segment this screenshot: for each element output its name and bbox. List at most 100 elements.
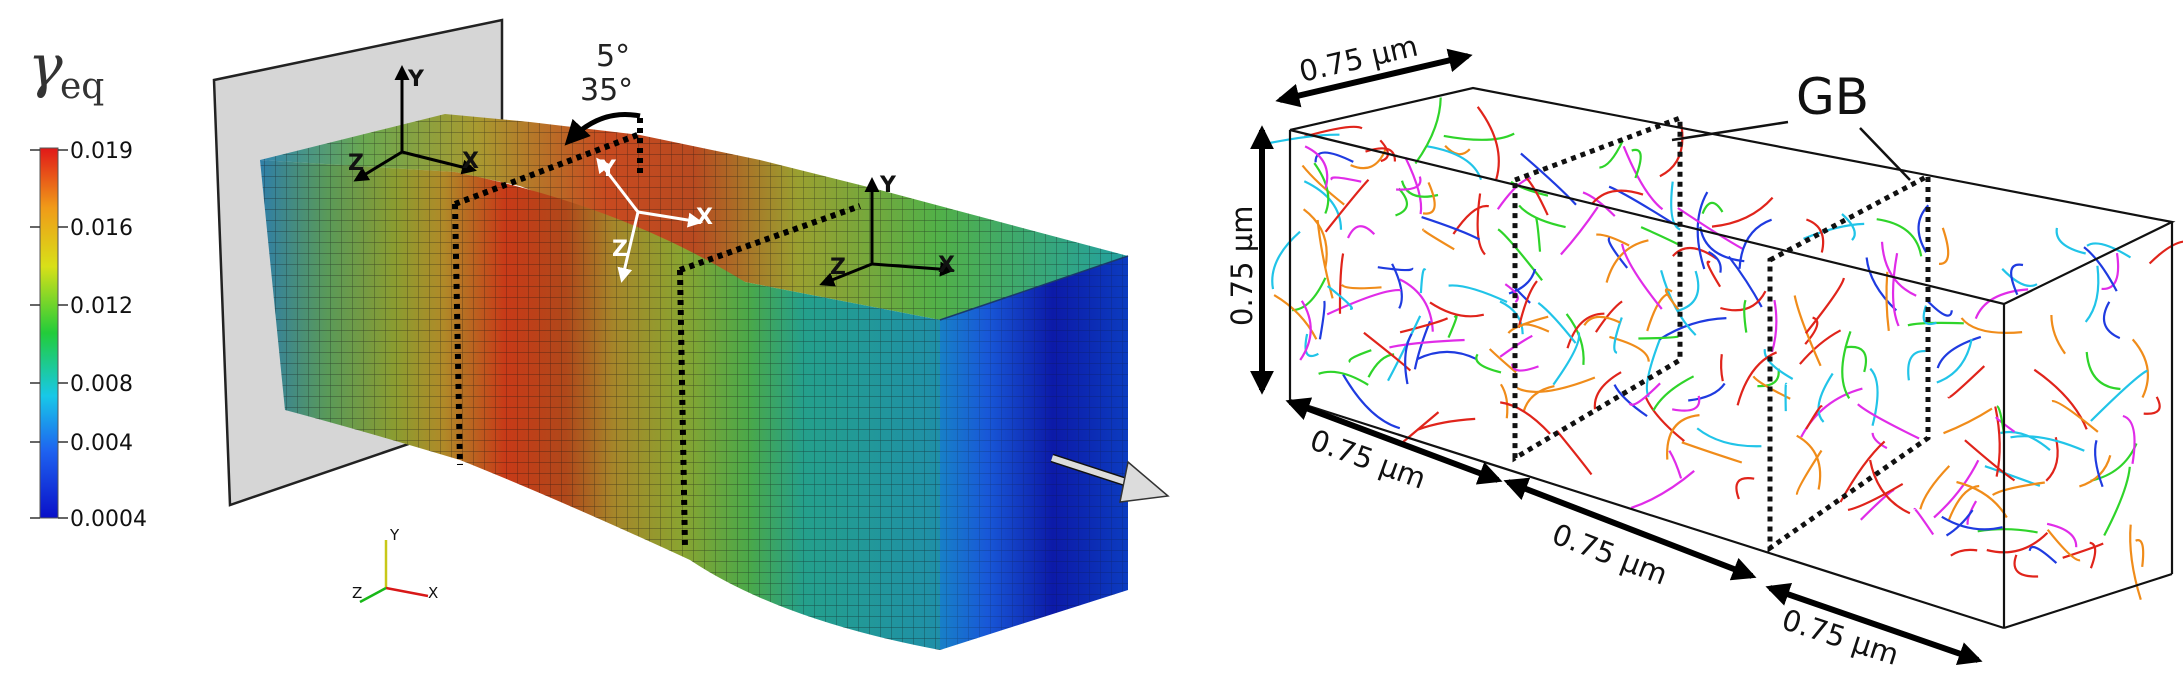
gb-planes — [1512, 114, 1931, 553]
dislocation-line — [1947, 365, 1986, 399]
dislocation-line — [2055, 227, 2086, 255]
dislocation-line — [1448, 284, 1508, 303]
dislocation-line — [1681, 441, 1743, 464]
dislocation-line — [1314, 151, 1354, 163]
dislocation-line — [1516, 376, 1596, 393]
dislocation-line — [2046, 522, 2078, 548]
dislocation-line — [1658, 317, 1727, 341]
dislocation-line — [1926, 300, 1953, 317]
dislocation-line — [1986, 532, 2049, 554]
dislocation-line — [1326, 285, 1353, 310]
dislocation-line — [1743, 299, 1748, 333]
frame-middle-label-y: Y — [599, 157, 617, 182]
dislocation-line — [1995, 416, 2016, 433]
dislocation-line — [1535, 217, 1542, 252]
dislocation-line — [1735, 477, 1755, 500]
dislocation-line — [1796, 434, 1822, 490]
dislocation-line — [1421, 216, 1481, 241]
dislocation-line — [2135, 539, 2145, 568]
dislocation-line — [1324, 179, 1370, 233]
dislocation-line — [2143, 396, 2161, 415]
dislocation-line — [2050, 314, 2066, 355]
dislocation-line — [1706, 260, 1722, 288]
dislocation-line — [1621, 243, 1663, 310]
dislocation-line — [1607, 236, 1629, 269]
dislocation-line — [1984, 465, 2041, 487]
dislocation-line — [1346, 225, 1376, 239]
dislocation-line — [1416, 350, 1478, 361]
dislocation-line — [1444, 145, 1471, 156]
frame-left-label-y: Y — [407, 67, 425, 92]
dislocation-line — [1645, 337, 1662, 398]
dislocation-line — [1960, 317, 2023, 334]
dislocation-line — [1860, 488, 1895, 521]
dislocation-line — [1519, 323, 1550, 333]
dislocation-line — [1891, 253, 1900, 327]
dislocation-line — [1707, 250, 1722, 273]
dislocation-line — [1994, 406, 2001, 477]
dislocation-line — [1628, 382, 1661, 406]
dislocation-line — [1770, 299, 1778, 353]
dislocation-line — [1736, 351, 1778, 406]
dislocation-line — [1696, 191, 1709, 270]
dislocation-line — [1591, 189, 1644, 205]
dislocation-line — [1804, 277, 1845, 334]
dislocation-line — [2089, 541, 2097, 569]
dislocation-line — [1672, 395, 1701, 412]
dislocation-line — [1943, 407, 1993, 435]
colorbar-tick-label: 0.0004 — [70, 507, 147, 532]
dislocation-line — [1950, 548, 1978, 557]
rotation-arrow — [564, 111, 641, 146]
dislocation-line — [1517, 280, 1538, 329]
dislocation-line — [1795, 449, 1823, 495]
dislocation-line — [1922, 305, 1937, 326]
dislocation-line — [1885, 271, 1890, 332]
dislocation-line — [1727, 255, 1763, 308]
dislocation-line — [1447, 314, 1458, 339]
dislocation-line — [1399, 317, 1449, 334]
dislocation-line — [1556, 430, 1593, 476]
dislocation-line — [1363, 331, 1412, 372]
dislocation-line — [1537, 302, 1577, 344]
dislocation-line — [1869, 459, 1911, 515]
dislocation-line — [1876, 218, 1923, 257]
dislocation-line — [1945, 509, 1974, 537]
dislocation-line — [2084, 265, 2100, 323]
dislocation-line — [1518, 204, 1566, 229]
dislocation-line — [1720, 290, 1767, 312]
dislocation-line — [1273, 294, 1318, 340]
dislocation-line — [1497, 228, 1543, 281]
triad-label-x: X — [428, 584, 438, 602]
triad-label-z: Z — [352, 584, 362, 602]
dislocation-line — [1936, 338, 1973, 384]
dislocation-line — [1638, 335, 1679, 340]
dislocation-line — [1510, 180, 1549, 197]
dislocation-line — [1865, 257, 1898, 312]
dislocation-line — [1630, 470, 1695, 509]
dislocation-line — [1292, 277, 1327, 312]
gb-leader-left — [1671, 120, 1789, 142]
dislocation-line — [1404, 333, 1413, 385]
dislocation-line — [1805, 405, 1823, 430]
dislocation-line — [1499, 334, 1533, 358]
dislocation-line — [1666, 414, 1700, 460]
dislocation-line — [2083, 246, 2118, 292]
dislocation-line — [1677, 207, 1743, 250]
dislocation-line — [1404, 157, 1423, 215]
dislocation-line — [1672, 246, 1718, 260]
dislocation-line — [1566, 312, 1605, 349]
dislocation-line — [1524, 176, 1549, 216]
gb-leader-right — [1859, 127, 1911, 181]
gb-line-right — [677, 269, 688, 549]
dislocation-line — [1711, 196, 1774, 228]
dislocation-line — [2131, 338, 2149, 398]
frame-right-label-z: Z — [830, 255, 846, 280]
dislocation-line — [1476, 106, 1500, 181]
frame-left-axes: Y Z X — [348, 65, 479, 182]
dislocation-line — [2033, 368, 2088, 430]
dislocation-line — [1500, 401, 1551, 435]
gb-line-left-top — [453, 131, 642, 207]
dislocation-line — [1936, 335, 1982, 369]
dislocation-line — [1318, 300, 1326, 340]
dim-label-bottom-2: 0.75 µm — [1547, 517, 1672, 592]
